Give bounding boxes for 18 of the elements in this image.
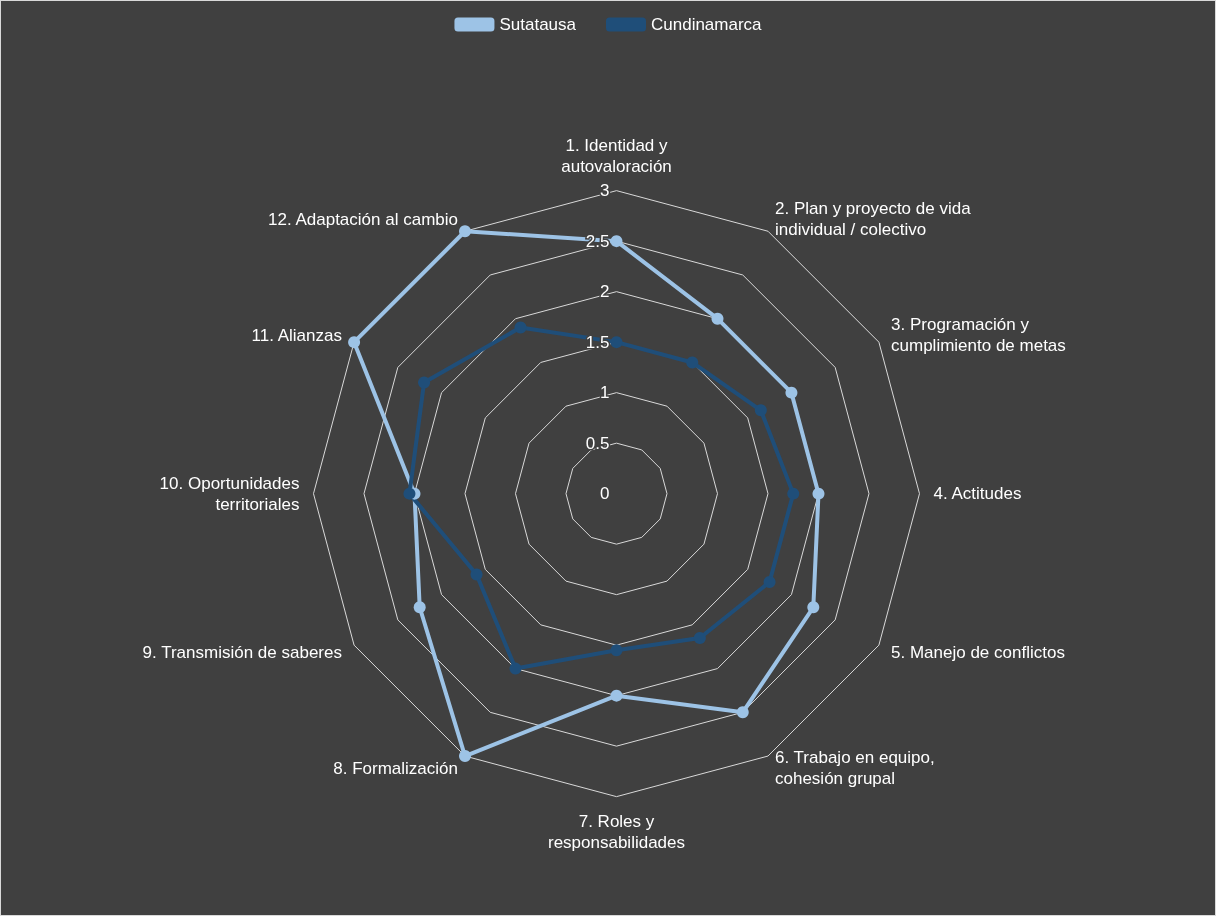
spoke-label: 11. Alianzas [251,325,342,345]
y-tick-label: 0.5 [585,433,610,453]
spoke-label: 2. Plan y proyecto de vida individual / colectivo [775,199,972,240]
spoke-label: 9. Transmisión de saberes [142,642,342,662]
y-tick-label: 2.5 [585,231,610,251]
spoke-label: 12. Adaptación al cambio [268,209,458,229]
y-tick-label: 1.5 [585,332,610,352]
spoke-label: 1. Identidad y autovaloración [561,135,672,176]
y-tick-label: 0 [600,484,610,504]
spoke-label: 5. Manejo de conflictos [891,642,1065,662]
spoke-label: 8. Formalización [333,758,458,778]
spoke-label: 7. Roles y responsabilidades [547,811,686,852]
legend-label: Cundinamarca [651,15,763,34]
spoke-label: 10. Oportunidades territoriales [159,473,300,514]
spoke-label: 6. Trabajo en equipo, cohesión grupal [775,748,935,789]
spoke-label: 4. Actitudes [933,484,1022,504]
legend-label: Sutatausa [499,15,577,34]
spoke-label: 3. Programación y cumplimiento de metas [891,315,1066,356]
